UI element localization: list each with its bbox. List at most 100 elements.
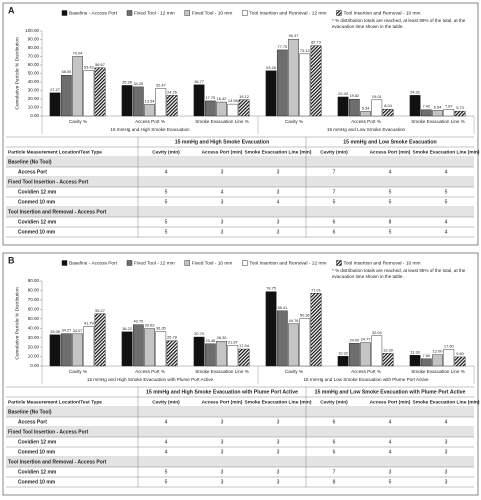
value-label: 22.43 bbox=[338, 91, 348, 96]
value-label: 5.73 bbox=[456, 105, 464, 110]
y-tick-label: 50.00 bbox=[28, 71, 40, 76]
bar bbox=[83, 326, 95, 367]
table-column-header: Smoke Evacuation Line (min) bbox=[245, 399, 312, 405]
value-label: 55.27 bbox=[95, 308, 105, 313]
bar bbox=[432, 110, 443, 117]
table-group-header: 15 mmHg and High Smoke Evacuation with P… bbox=[146, 389, 298, 395]
bar bbox=[94, 67, 106, 117]
legend-label: Fixed Tool - 10 mm bbox=[192, 260, 233, 266]
value-label: 53.43 bbox=[84, 65, 94, 70]
y-tick-label: 80.00 bbox=[28, 45, 40, 50]
table-column-header: Access Port (min) bbox=[202, 149, 243, 155]
table-cell: 4 bbox=[445, 219, 448, 225]
table-cell: 4 bbox=[445, 169, 448, 175]
y-tick-label: 40.00 bbox=[28, 325, 40, 330]
value-label: 17.75 bbox=[205, 95, 215, 100]
value-label: 41.79 bbox=[84, 321, 94, 326]
table-group-header: 15 mmHg and Low Smoke Evacuation with Pl… bbox=[315, 389, 466, 395]
value-label: 77.01 bbox=[311, 287, 321, 292]
table-cell: 5 bbox=[389, 479, 392, 485]
legend-label: Tool Insertion and Removal - 12 mm bbox=[249, 10, 326, 16]
table-cell: 5 bbox=[389, 229, 392, 235]
value-label: 36.22 bbox=[122, 326, 132, 331]
bar bbox=[144, 328, 155, 367]
legend-label: Tool Insertion and Removal - 10 mm bbox=[343, 260, 420, 266]
bar bbox=[216, 101, 227, 117]
table-cell: 3 bbox=[277, 469, 280, 475]
table-section-label: Baseline (No Tool) bbox=[8, 159, 52, 165]
value-label: 21.87 bbox=[228, 339, 238, 344]
table-cell: 3 bbox=[221, 419, 224, 425]
table-column-header: Smoke Evacuation Line (min) bbox=[413, 399, 480, 405]
value-label: 17.60 bbox=[444, 343, 455, 348]
y-tick-label: 80.00 bbox=[28, 288, 40, 293]
table-section-band bbox=[6, 457, 474, 467]
bar bbox=[49, 92, 61, 117]
legend-swatch bbox=[61, 260, 68, 266]
y-tick-label: 90.00 bbox=[28, 37, 40, 42]
x-tick-label: Access Port % bbox=[135, 119, 165, 124]
bar bbox=[454, 356, 466, 367]
table-cell: 3 bbox=[221, 199, 224, 205]
table-column-header: Cavity (min) bbox=[152, 149, 180, 155]
value-label: 19.01 bbox=[372, 94, 382, 99]
value-label: 24.31 bbox=[410, 89, 420, 94]
legend-swatch bbox=[126, 10, 133, 16]
value-label: 7.87 bbox=[445, 103, 453, 108]
note-box: * % distribution totals are reached, at … bbox=[332, 18, 465, 29]
table-cell: 7 bbox=[333, 469, 336, 475]
legend-swatch bbox=[184, 260, 190, 266]
table-cell: Conmed 10 mm bbox=[18, 479, 56, 485]
value-label: 50.36 bbox=[300, 312, 310, 317]
bar bbox=[72, 333, 83, 367]
value-label: 53.26 bbox=[266, 65, 276, 70]
table-cell: 4 bbox=[445, 419, 448, 425]
note: * % distribution totals are reached, at … bbox=[332, 268, 466, 279]
value-label: 13.98 bbox=[228, 98, 238, 103]
table-group-header: 15 mmHg and High Smoke Evacuation bbox=[175, 139, 270, 145]
table-cell: Conmed 10 mm bbox=[18, 229, 56, 235]
table-cell: 3 bbox=[221, 169, 224, 175]
legend-label: Fixed Tool - 12 mm bbox=[134, 260, 175, 266]
legend-swatch bbox=[184, 10, 190, 16]
table-cell: 5 bbox=[445, 189, 448, 195]
x-tick-label: Cavity % bbox=[69, 369, 87, 374]
bar bbox=[360, 111, 371, 117]
bar bbox=[310, 293, 322, 367]
bar bbox=[409, 355, 421, 367]
table-cell: 6 bbox=[333, 229, 336, 235]
table-cell: 3 bbox=[221, 449, 224, 455]
x-tick-label: Access Port % bbox=[351, 119, 381, 124]
panel-border bbox=[2, 2, 479, 246]
bar bbox=[121, 85, 133, 117]
table-column-header: Cavity (min) bbox=[320, 149, 348, 155]
table-column-header: Particle Measurement Location/Test Type bbox=[8, 149, 102, 155]
value-label: 13.39 bbox=[383, 347, 393, 352]
table-cell: 4 bbox=[165, 419, 168, 425]
x-tick-label: Cavity % bbox=[285, 369, 303, 374]
legend-label: Fixed Tool - 12 mm bbox=[134, 10, 175, 16]
value-label: 16.42 bbox=[217, 96, 227, 101]
legend-swatch bbox=[336, 10, 342, 16]
y-tick-label: 0.00 bbox=[30, 113, 39, 118]
bar bbox=[337, 96, 349, 117]
bar bbox=[265, 291, 277, 367]
panel-label: A bbox=[8, 5, 15, 15]
table-cell: 5 bbox=[389, 199, 392, 205]
table-column-header: Access Port (min) bbox=[370, 149, 411, 155]
legend-swatch bbox=[336, 260, 342, 266]
table-section-band bbox=[6, 177, 474, 187]
value-label: 70.04 bbox=[73, 50, 84, 55]
value-label: 33.08 bbox=[50, 329, 60, 334]
value-label: 34.07 bbox=[73, 328, 83, 333]
table-cell: Access Port bbox=[18, 169, 47, 175]
bar bbox=[276, 49, 288, 117]
panel-border bbox=[2, 252, 479, 496]
bar bbox=[227, 103, 239, 117]
table-cell: Covidien 12 mm bbox=[18, 189, 57, 195]
category-group-label: 15 mmHg and High Smoke Evacuation bbox=[110, 127, 190, 132]
y-tick-label: 70.00 bbox=[28, 54, 40, 59]
bar bbox=[238, 99, 250, 117]
table-cell: 3 bbox=[277, 229, 280, 235]
value-label: 90.37 bbox=[289, 33, 299, 38]
